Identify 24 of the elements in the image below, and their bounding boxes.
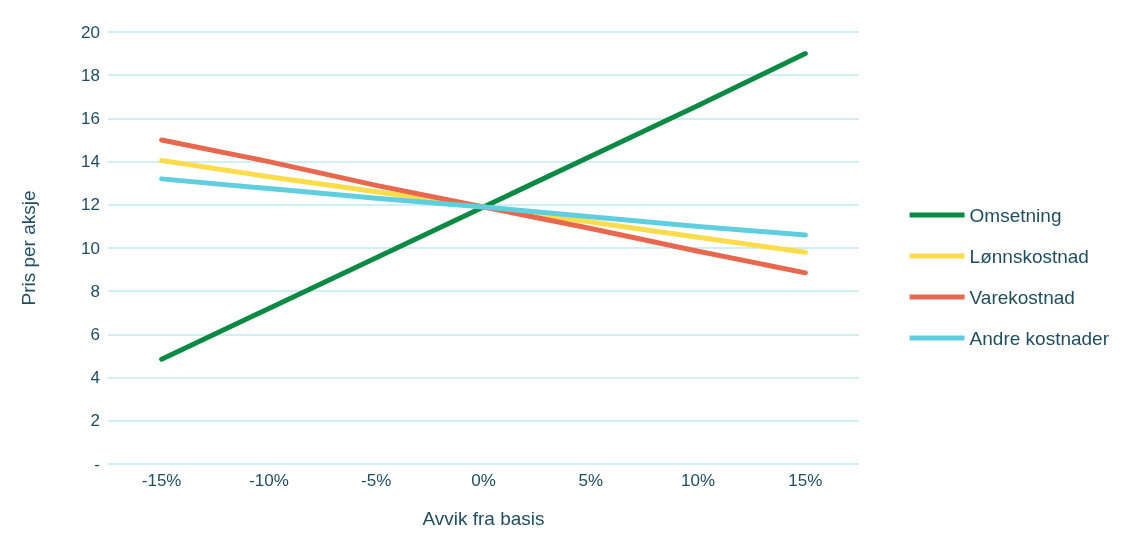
legend-label: Omsetning: [969, 204, 1062, 226]
y-tick-label: -: [94, 454, 100, 474]
x-tick-label: -5%: [361, 471, 392, 490]
x-tick-label: -15%: [141, 471, 182, 490]
y-tick-label: 20: [81, 22, 100, 42]
y-axis-title: Pris per aksje: [18, 190, 39, 306]
y-tick-label: 12: [81, 195, 100, 215]
x-axis-title: Avvik fra basis: [422, 508, 545, 529]
y-tick-label: 10: [81, 238, 100, 258]
y-tick-label: 14: [81, 152, 100, 172]
legend-label: Lønnskostnad: [969, 245, 1089, 267]
legend-label: Varekostnad: [969, 286, 1075, 308]
x-tick-label: 5%: [578, 471, 604, 490]
x-tick-label: 0%: [471, 471, 496, 490]
y-tick-label: 18: [81, 65, 100, 85]
y-tick-label: 2: [90, 411, 100, 431]
y-tick-label: 16: [81, 108, 100, 128]
legend-label: Andre kostnader: [969, 327, 1110, 349]
y-tick-label: 4: [90, 368, 100, 388]
y-tick-label: 8: [90, 281, 100, 301]
y-tick-label: 6: [90, 324, 100, 344]
x-tick-label: 15%: [788, 471, 823, 490]
x-tick-label: -10%: [249, 471, 289, 490]
x-tick-label: 10%: [681, 471, 716, 490]
